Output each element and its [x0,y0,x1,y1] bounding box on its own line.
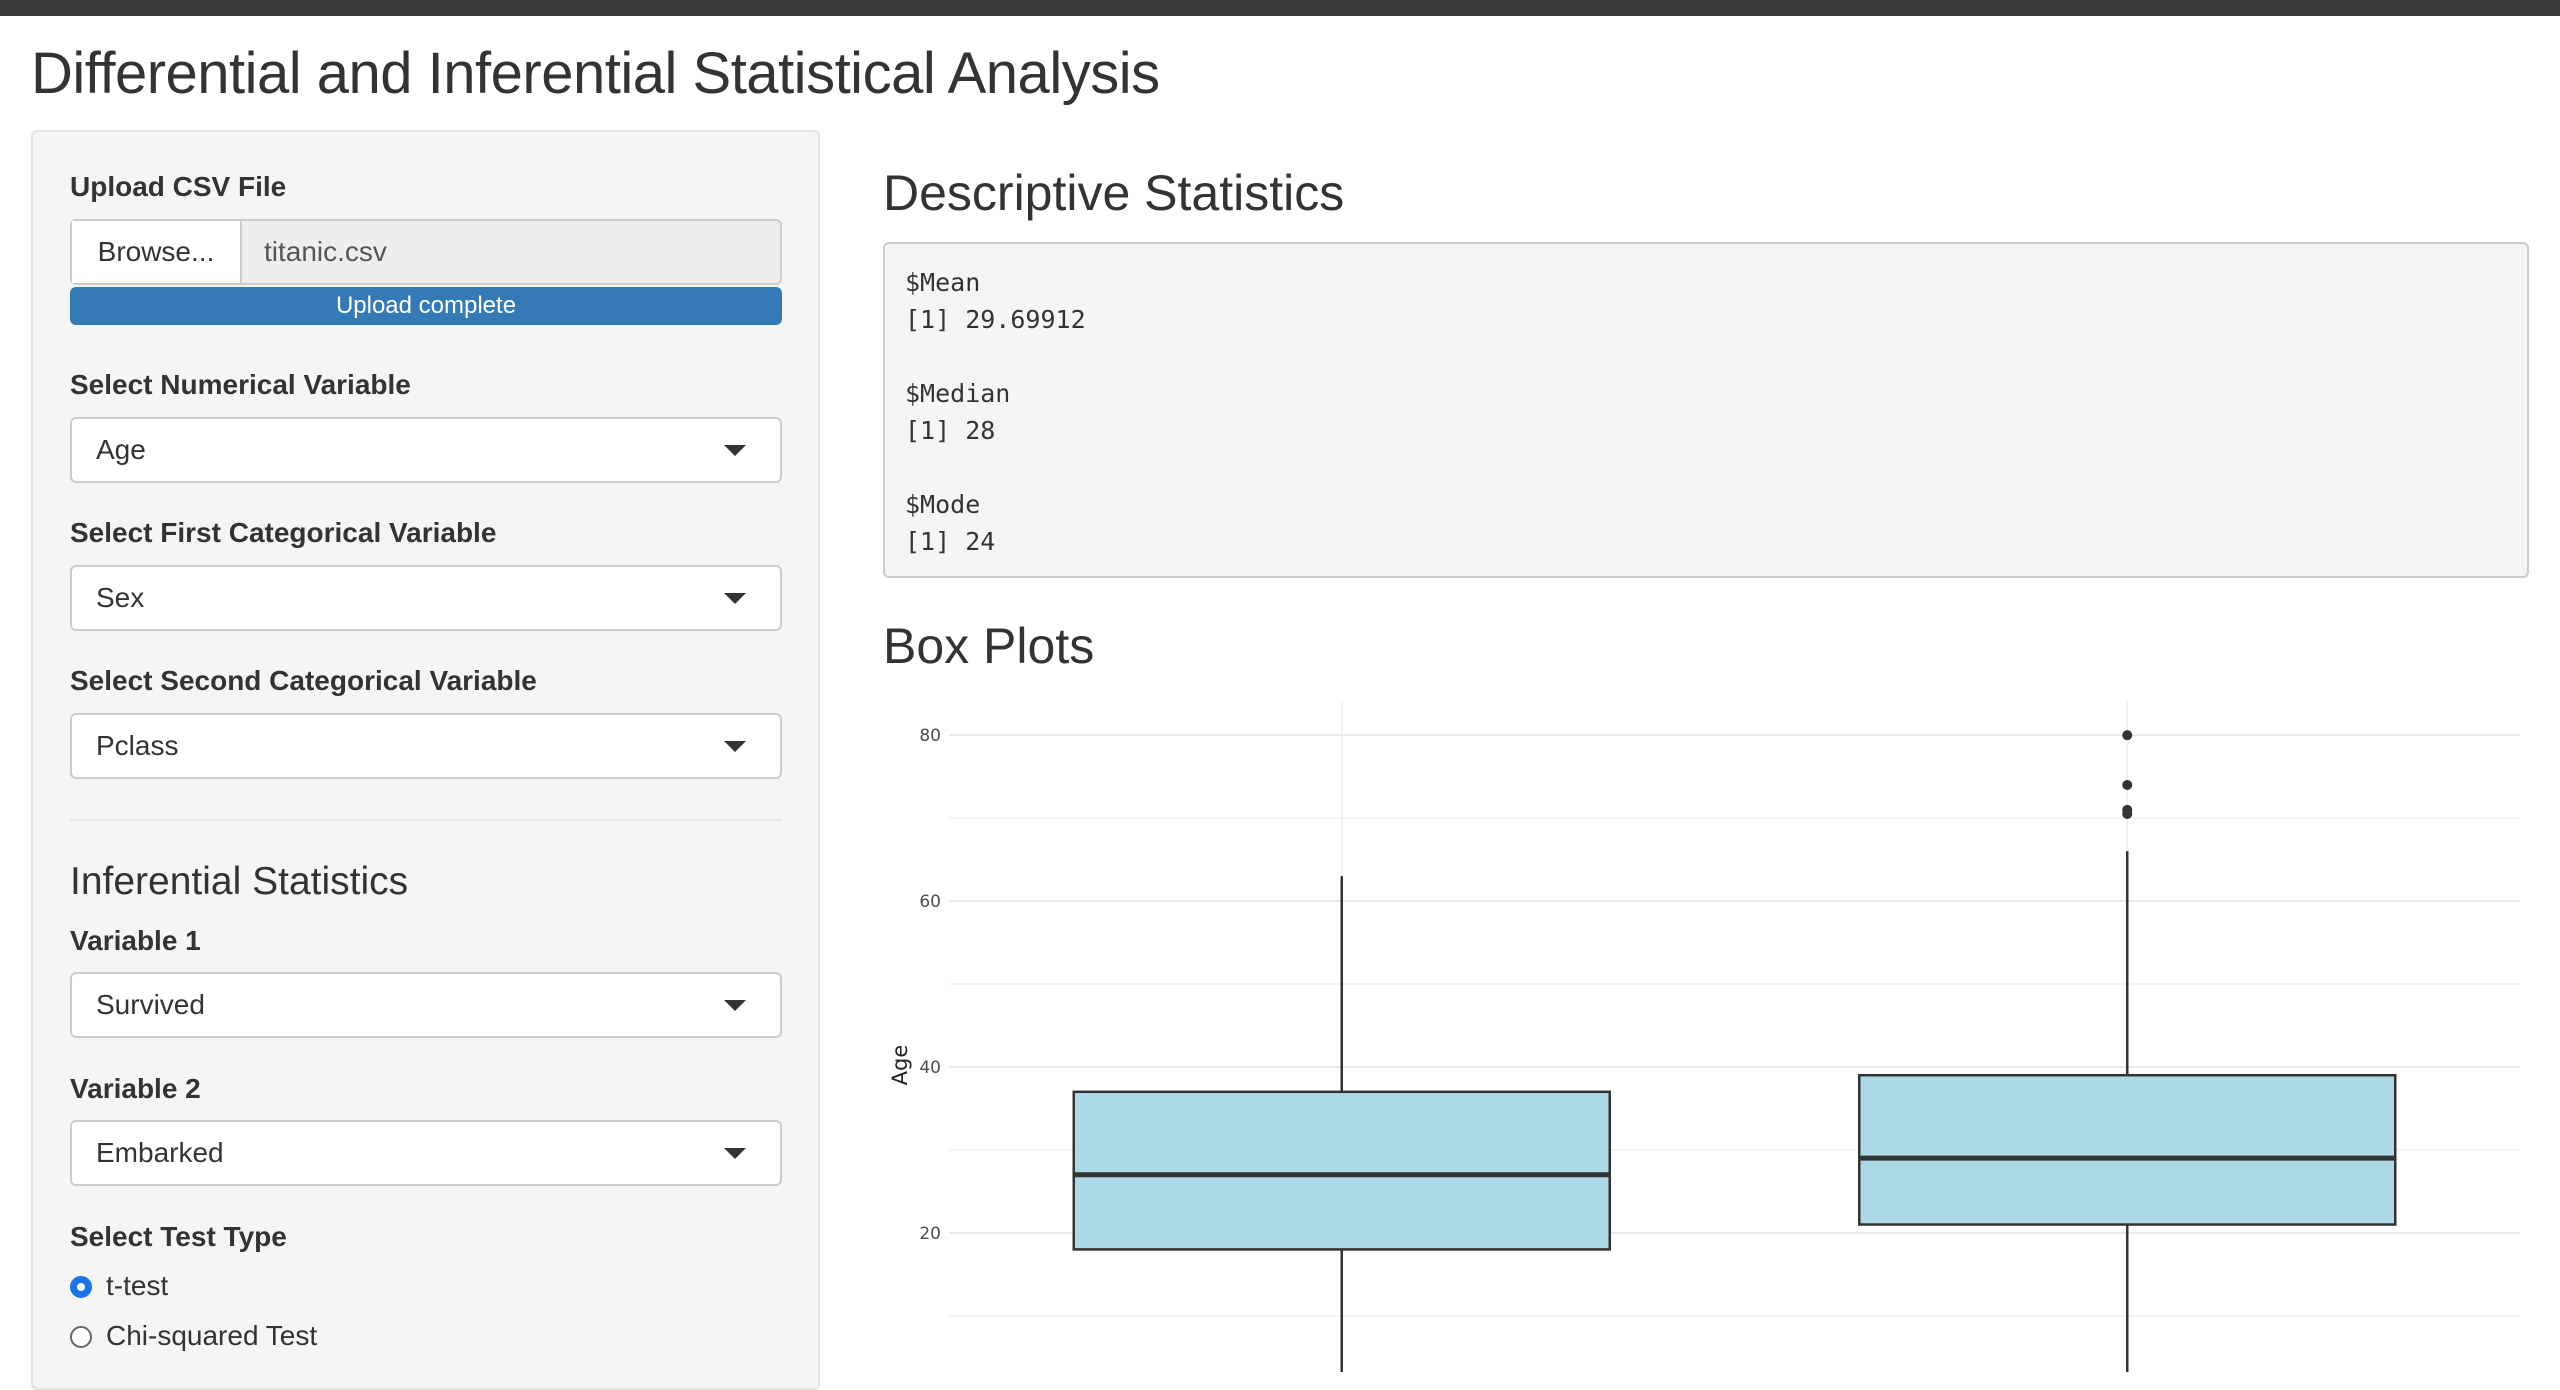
outlier [2122,730,2133,741]
y-axis-label: Age [888,1045,912,1086]
radio-button[interactable] [70,1276,92,1298]
box [1072,1090,1611,1251]
file-name: titanic.csv [264,236,387,267]
file-input[interactable]: Browse... titanic.csv [70,219,782,285]
radio-text: Chi-squared Test [106,1320,318,1351]
y-tick-label: 40 [919,1058,941,1078]
section-title: Inferential Statistics [70,860,409,903]
output-group: $Median [1] 28 [905,375,2507,449]
box-plot: 20 40 60 80 Age [888,702,2520,1372]
output-value: [1] 24 [905,527,996,556]
y-tick-label: 80 [919,726,941,746]
radio-option[interactable]: Chi-squared Test [70,1320,317,1352]
outlier [2122,808,2133,819]
output-group: $Mode [1] 24 [905,486,2507,560]
page-title: Differential and Inferential Statistical… [31,41,1160,106]
radio-label: Select Test Type [70,1221,287,1252]
radio-text: t-test [106,1270,169,1301]
output-name: $Mean [905,268,981,297]
select-label: Variable 2 [70,1073,201,1104]
output-value: [1] 29.69912 [905,305,1086,334]
select-label: Select Numerical Variable [70,369,411,400]
outlier [2122,779,2133,790]
radio-button[interactable] [70,1326,92,1348]
output-name: $Mode [905,490,981,519]
output-name: $Median [905,379,1011,408]
divider [70,819,782,821]
radio-option[interactable]: t-test [70,1270,168,1302]
select-label: Variable 1 [70,925,201,956]
browse-button[interactable]: Browse... [72,221,242,283]
output-value: [1] 28 [905,416,996,445]
output-group: $Mean [1] 29.69912 [905,264,2507,338]
upload-label: Upload CSV File [70,171,287,202]
section-title: Box Plots [883,618,1095,674]
y-tick-label: 60 [919,892,941,912]
section-title: Descriptive Statistics [883,165,1345,221]
select-input[interactable]: Embarked [70,1120,782,1186]
select-input[interactable]: Survived [70,972,782,1038]
output-box: $Mean [1] 29.69912 $Median [1] 28 $Mode [1] 2… [883,242,2529,578]
select-input[interactable]: Pclass [70,713,782,779]
y-tick-label: 20 [919,1224,941,1244]
select-label: Select First Categorical Variable [70,517,497,548]
top-bar [0,0,2560,16]
progress-bar: Upload complete [70,287,782,325]
select-label: Select Second Categorical Variable [70,665,537,696]
box [1858,1073,2397,1226]
select-input[interactable]: Sex [70,565,782,631]
select-input[interactable]: Age [70,417,782,483]
